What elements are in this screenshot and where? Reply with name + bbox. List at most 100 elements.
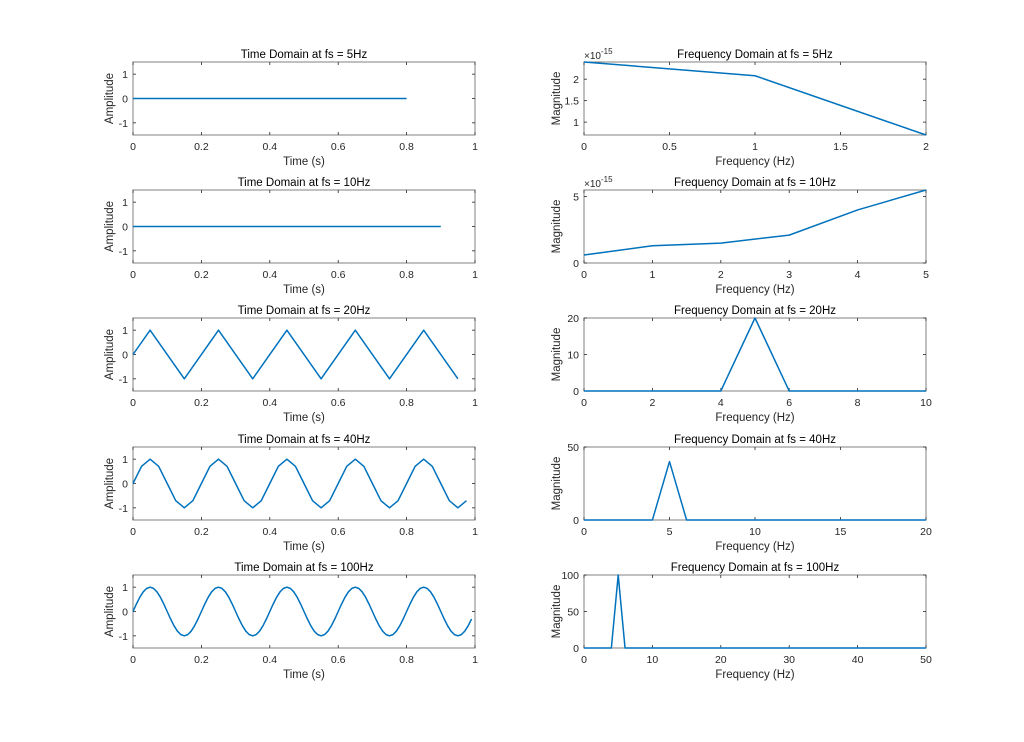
x-axis-label: Frequency (Hz) xyxy=(715,412,794,424)
y-axis-label: Amplitude xyxy=(104,73,116,124)
x-tick-label: 4 xyxy=(855,269,861,281)
y-tick-label: -1 xyxy=(119,631,128,643)
x-axis-label: Time (s) xyxy=(283,412,325,424)
x-tick-label: 0.8 xyxy=(399,526,414,538)
x-tick-label: 1 xyxy=(472,397,478,409)
y-tick-label: -1 xyxy=(119,374,128,386)
y-tick-label: 1 xyxy=(122,69,128,81)
x-tick-label: 0 xyxy=(581,141,587,153)
y-tick-label: 0 xyxy=(573,258,579,270)
x-tick-label: 1 xyxy=(472,141,478,153)
y-tick-label: 1 xyxy=(122,454,128,466)
axes-box xyxy=(583,189,927,264)
subplot-title: Time Domain at fs = 10Hz xyxy=(238,177,371,189)
x-tick-label: 0 xyxy=(130,269,136,281)
x-axis-label: Time (s) xyxy=(283,284,325,296)
y-axis-label: Amplitude xyxy=(104,458,116,509)
x-tick-label: 0.2 xyxy=(194,526,209,538)
x-tick-label: 2 xyxy=(718,269,724,281)
x-axis-label: Frequency (Hz) xyxy=(715,156,794,168)
x-tick-label: 1 xyxy=(472,269,478,281)
y-axis-label: Magnitude xyxy=(551,328,563,382)
x-axis-label: Time (s) xyxy=(283,669,325,681)
subplot-title: Time Domain at fs = 5Hz xyxy=(241,49,368,61)
x-tick-label: 0.4 xyxy=(262,654,277,666)
axes-box xyxy=(583,61,927,136)
x-tick-label: 8 xyxy=(855,397,861,409)
x-tick-label: 0.6 xyxy=(331,654,346,666)
data-series-line xyxy=(584,574,926,649)
x-tick-label: 0.4 xyxy=(262,141,277,153)
x-tick-label: 50 xyxy=(920,654,932,666)
y-tick-label: -1 xyxy=(119,246,128,258)
x-tick-label: 4 xyxy=(718,397,724,409)
x-tick-label: 5 xyxy=(667,526,673,538)
x-tick-label: 3 xyxy=(786,269,792,281)
axes-box xyxy=(583,446,927,521)
axes-box xyxy=(583,317,927,392)
x-tick-label: 10 xyxy=(920,397,932,409)
subplot-title: Frequency Domain at fs = 40Hz xyxy=(674,434,836,446)
subplot-title: Time Domain at fs = 40Hz xyxy=(238,434,371,446)
subplot-title: Frequency Domain at fs = 100Hz xyxy=(671,562,840,574)
y-exponent-base: ×10 xyxy=(584,51,601,62)
subplot: 0 5 10 15 20 0 50 Frequency Domain at fs = 40Hz… xyxy=(551,434,932,553)
x-tick-label: 0 xyxy=(581,654,587,666)
x-tick-label: 6 xyxy=(786,397,792,409)
x-tick-label: 0.6 xyxy=(331,397,346,409)
y-tick-label: 0 xyxy=(122,479,128,491)
x-tick-label: 0.4 xyxy=(262,526,277,538)
y-tick-label: -1 xyxy=(119,118,128,130)
x-tick-label: 10 xyxy=(749,526,761,538)
axes-box xyxy=(583,574,927,649)
subplot-title: Frequency Domain at fs = 10Hz xyxy=(674,177,836,189)
y-tick-label: 1 xyxy=(573,117,579,129)
x-tick-label: 1 xyxy=(472,526,478,538)
y-axis-label: Amplitude xyxy=(104,586,116,637)
x-tick-label: 2 xyxy=(923,141,929,153)
data-series-line xyxy=(584,460,926,521)
x-axis-label: Time (s) xyxy=(283,541,325,553)
y-axis-label: Amplitude xyxy=(104,201,116,252)
x-tick-label: 0.4 xyxy=(262,397,277,409)
subplot-title: Frequency Domain at fs = 20Hz xyxy=(674,305,836,317)
subplot: 0 10 20 30 40 50 0 50 100 Frequency Domain at fs … xyxy=(551,562,932,681)
x-tick-label: 0 xyxy=(130,654,136,666)
x-tick-label: 0.2 xyxy=(194,654,209,666)
y-axis-label: Magnitude xyxy=(551,200,563,254)
x-tick-label: 0.8 xyxy=(399,269,414,281)
data-series-line xyxy=(132,458,467,509)
x-tick-label: 2 xyxy=(649,397,655,409)
x-tick-label: 0 xyxy=(130,397,136,409)
x-tick-label: 20 xyxy=(920,526,932,538)
y-axis-label: Magnitude xyxy=(551,72,563,126)
subplot: 0 2 4 6 8 10 0 10 20 Frequency Domain at fs = 20H… xyxy=(551,305,932,424)
y-exponent-label: ×10-15 xyxy=(584,175,613,190)
y-tick-label: 0 xyxy=(122,222,128,234)
x-tick-label: 1.5 xyxy=(833,141,848,153)
x-axis-label: Frequency (Hz) xyxy=(715,541,794,553)
y-tick-label: 20 xyxy=(567,313,579,325)
x-tick-label: 0.2 xyxy=(194,141,209,153)
y-tick-label: 0 xyxy=(122,94,128,106)
subplot: 0 1 2 3 4 5 0 5 Frequency Domain at fs = 10Hz Fre… xyxy=(551,175,929,296)
y-tick-label: 50 xyxy=(567,442,579,454)
x-tick-label: 0.6 xyxy=(331,269,346,281)
x-tick-label: 0 xyxy=(581,269,587,281)
data-series-line xyxy=(132,586,473,637)
x-tick-label: 0.5 xyxy=(662,141,677,153)
y-tick-label: 2 xyxy=(573,74,579,86)
x-tick-label: 30 xyxy=(783,654,795,666)
x-axis-label: Frequency (Hz) xyxy=(715,669,794,681)
y-tick-label: 5 xyxy=(573,192,579,204)
y-tick-label: 0 xyxy=(122,607,128,619)
x-tick-label: 0.2 xyxy=(194,397,209,409)
x-tick-label: 40 xyxy=(852,654,864,666)
x-tick-label: 20 xyxy=(715,654,727,666)
x-tick-label: 0.6 xyxy=(331,526,346,538)
